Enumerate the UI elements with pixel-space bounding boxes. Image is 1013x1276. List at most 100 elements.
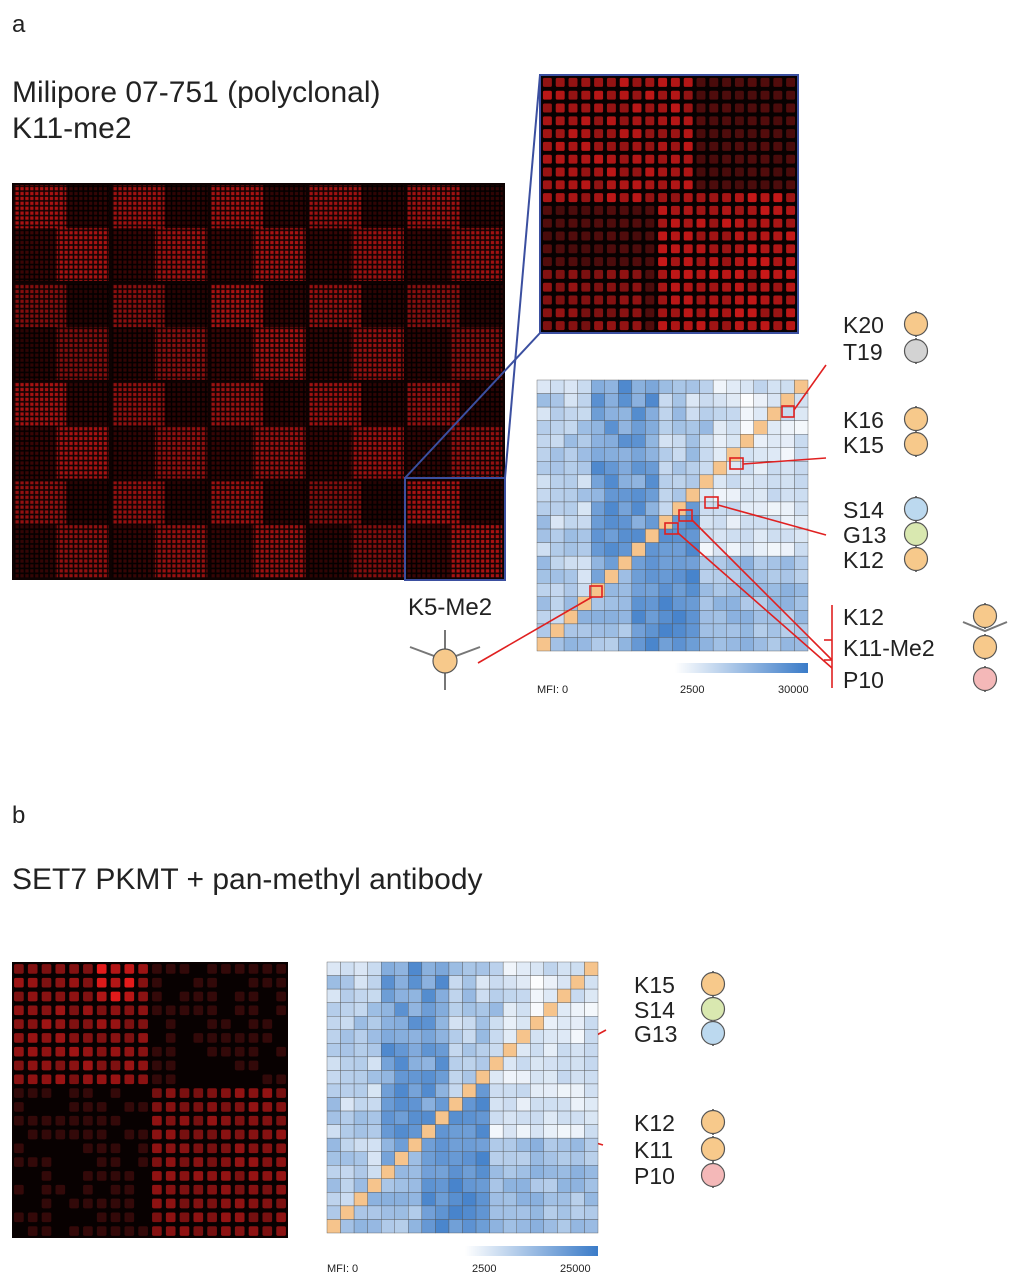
spot [581, 296, 590, 305]
spot [97, 1143, 107, 1153]
heat-cell [530, 962, 544, 976]
spot [152, 1185, 162, 1195]
spot [276, 1143, 286, 1153]
heat-cell [686, 597, 700, 611]
spot [83, 1005, 93, 1015]
spot [543, 321, 552, 330]
heat-cell [645, 421, 659, 435]
panel-label: b [12, 802, 25, 829]
heat-cell [700, 488, 714, 502]
spot [28, 1088, 38, 1098]
spot [697, 232, 706, 241]
heat-cell [517, 1179, 531, 1193]
residue-circle [974, 636, 997, 659]
spot [761, 283, 770, 292]
heat-cell [632, 380, 646, 394]
heat-cell [381, 1125, 395, 1139]
heat-cell [435, 1030, 449, 1044]
spot [262, 1226, 272, 1236]
spot [786, 116, 795, 125]
heat-cell [503, 1043, 517, 1057]
heat-cell [618, 461, 632, 475]
spot [152, 1047, 162, 1057]
heat-cell [517, 1192, 531, 1206]
heat-cell [584, 1070, 598, 1084]
heat-cell [632, 394, 646, 408]
spot [684, 155, 693, 164]
heat-cell [551, 380, 565, 394]
spot [138, 1061, 148, 1071]
heat-cell [645, 502, 659, 516]
heat-cell [341, 1016, 355, 1030]
heat-cell [686, 380, 700, 394]
spot [55, 1185, 65, 1195]
spot [709, 168, 718, 177]
spot [28, 1157, 38, 1167]
spot [556, 321, 565, 330]
spot [543, 180, 552, 189]
heat-cell [395, 1165, 409, 1179]
heat-cell [463, 1084, 477, 1098]
heat-cell [591, 570, 605, 584]
spot [138, 992, 148, 1002]
spot [69, 1061, 79, 1071]
heat-cell [754, 543, 768, 557]
heat-cell [544, 1179, 558, 1193]
spot [166, 1130, 176, 1140]
heat-cell [537, 529, 551, 543]
spot [262, 1143, 272, 1153]
heat-cell [422, 1219, 436, 1233]
spot [620, 129, 629, 138]
heat-cell [537, 570, 551, 584]
heat-cell [517, 989, 531, 1003]
heat-cell [591, 529, 605, 543]
heat-cell [673, 556, 687, 570]
heat-cell [368, 1165, 382, 1179]
heat-cell [551, 624, 565, 638]
spot [594, 206, 603, 215]
spot [42, 1061, 52, 1071]
heat-cell [422, 1003, 436, 1017]
heat-cell [591, 502, 605, 516]
microarray-image [12, 183, 505, 580]
heat-cell [517, 1125, 531, 1139]
heat-cell [618, 502, 632, 516]
heat-cell [618, 421, 632, 435]
spot [180, 1088, 190, 1098]
heat-cell [408, 1219, 422, 1233]
spot [83, 992, 93, 1002]
residue-label: K20 [843, 312, 884, 338]
heat-cell [476, 1030, 490, 1044]
spot [55, 964, 65, 974]
heat-cell [551, 637, 565, 651]
spot [235, 1157, 245, 1167]
spot [594, 91, 603, 100]
spot [607, 283, 616, 292]
heat-cell [632, 529, 646, 543]
spot [180, 1116, 190, 1126]
heat-cell [591, 543, 605, 557]
heat-cell [368, 1219, 382, 1233]
heat-cell [449, 1043, 463, 1057]
heat-cell [476, 1219, 490, 1233]
heat-cell [463, 1070, 477, 1084]
spot [658, 206, 667, 215]
spot [684, 308, 693, 317]
heat-cell [354, 989, 368, 1003]
spot [748, 129, 757, 138]
spot [748, 296, 757, 305]
heat-cell [584, 1152, 598, 1166]
heat-cell [503, 1165, 517, 1179]
heat-cell [463, 1192, 477, 1206]
spot [14, 1116, 24, 1126]
heat-cell [368, 1206, 382, 1220]
spot [221, 1226, 231, 1236]
heat-cell [476, 1111, 490, 1125]
heat-cell [408, 1206, 422, 1220]
heat-cell [381, 1138, 395, 1152]
heat-cell [727, 610, 741, 624]
heat-cell [713, 421, 727, 435]
spot [249, 1005, 259, 1015]
heat-cell [584, 1165, 598, 1179]
spot [645, 257, 654, 266]
